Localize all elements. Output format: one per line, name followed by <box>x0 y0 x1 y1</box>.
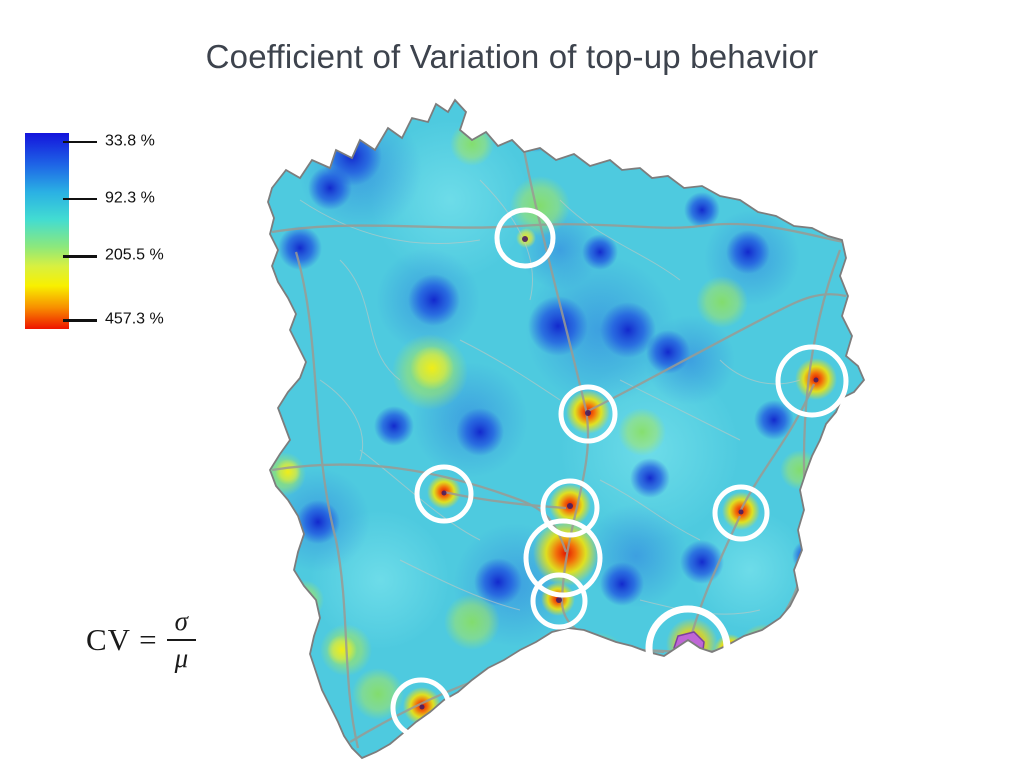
formula-numerator-sigma: σ <box>166 608 196 641</box>
color-legend: 33.8 % 92.3 % 205.5 % 457.3 % <box>25 132 225 333</box>
highlight-circle <box>390 677 452 739</box>
formula-equals: = <box>139 622 157 657</box>
cv-formula: CV = σ μ <box>86 608 196 672</box>
country-outline <box>267 98 866 760</box>
page-title: Coefficient of Variation of top-up behav… <box>205 38 819 75</box>
highlight-circle <box>645 605 731 691</box>
legend-tick-label: 457.3 % <box>105 310 164 328</box>
highlight-circle <box>530 572 588 630</box>
highlight-circle <box>558 384 618 444</box>
highlight-circle <box>540 478 600 538</box>
highlight-circle <box>494 207 556 269</box>
legend-tick-line <box>63 140 97 144</box>
formula-denominator-mu: μ <box>174 643 189 673</box>
formula-fraction: σ μ <box>166 608 197 673</box>
legend-ticks: 33.8 % 92.3 % 205.5 % 457.3 % <box>25 132 225 329</box>
highlight-circle <box>523 518 603 598</box>
heatmap-layer <box>268 100 864 758</box>
legend-tick-label: 92.3 % <box>105 189 155 207</box>
highlight-circle <box>712 484 770 542</box>
legend-tick-line <box>63 197 97 201</box>
legend-tick-label: 205.5 % <box>105 247 164 265</box>
town-markers <box>419 236 819 710</box>
abidjan-urban-area <box>673 631 705 667</box>
legend-tick-label: 33.8 % <box>105 132 155 150</box>
legend-tick-line <box>63 319 97 322</box>
highlight-circle <box>775 344 849 418</box>
formula-lhs: CV <box>86 622 132 657</box>
legend-gradient-bar <box>25 133 69 329</box>
highlight-circles-layer <box>390 207 849 739</box>
legend-tick-line <box>63 255 97 258</box>
highlight-circle <box>414 464 474 524</box>
